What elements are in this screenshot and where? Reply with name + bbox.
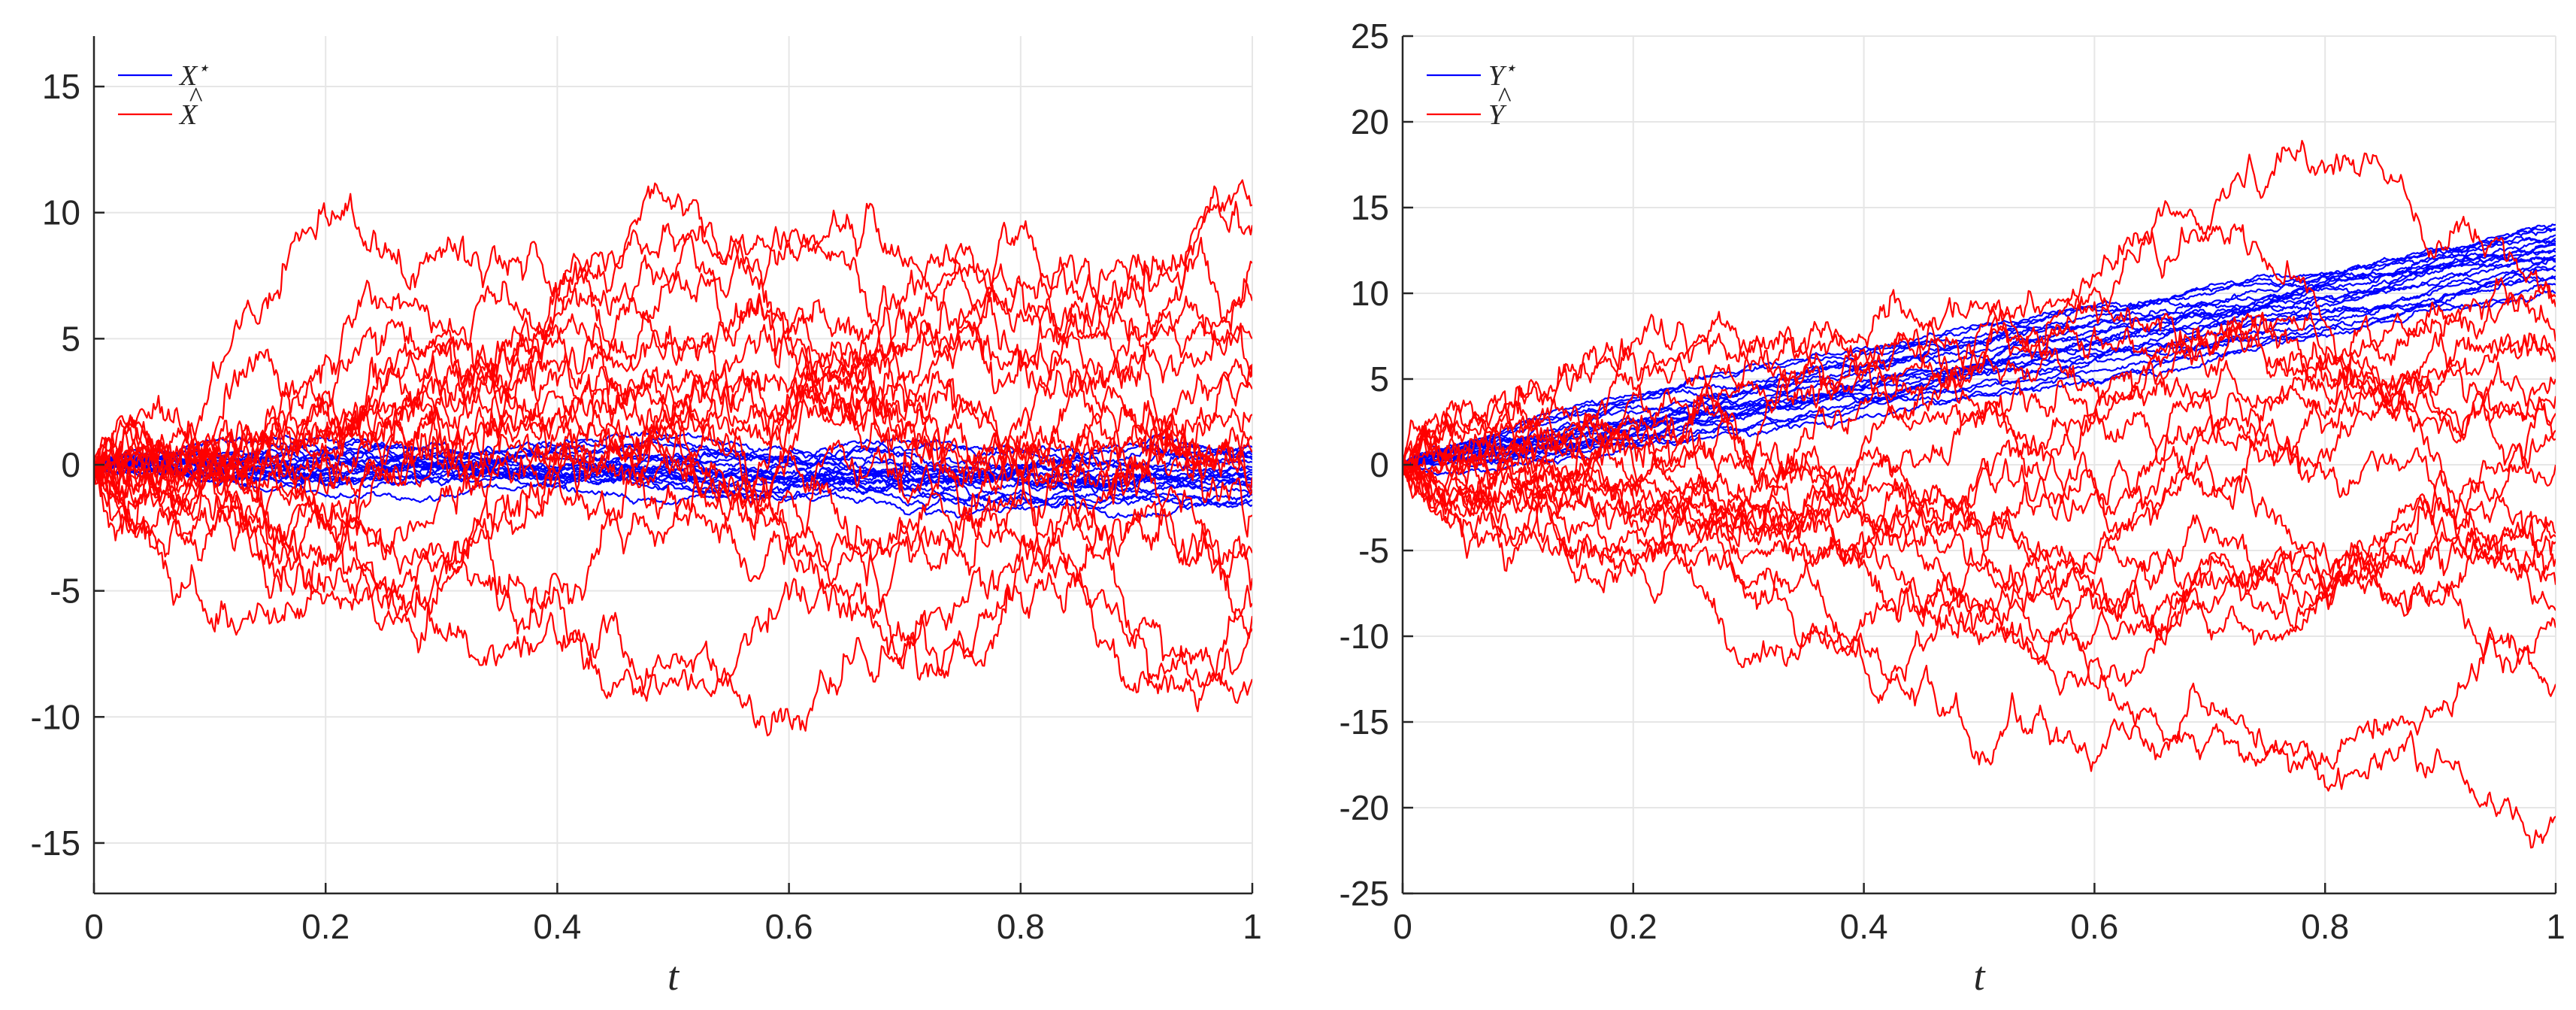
sample-path-line	[94, 437, 1252, 474]
x-axis-title: t	[667, 954, 680, 999]
y-tick-label: 25	[1351, 17, 1389, 56]
x-tick-label: 0	[1393, 907, 1412, 946]
left-chart-panel: 0 0.2 0.4 0.6 0.8 1 -15 -10 -5 0 5 10 15 t X⋆ X^	[31, 36, 1262, 999]
sample-path-line	[94, 236, 1252, 506]
sample-path-line	[1403, 320, 2556, 534]
x-tick-label: 0.6	[2070, 907, 2118, 946]
sample-path-line	[1403, 227, 2556, 466]
sample-path-line	[94, 385, 1252, 560]
sample-path-line	[1403, 407, 2556, 557]
x-tick-label: 0	[84, 907, 104, 946]
sample-path-line	[1403, 310, 2556, 483]
sample-path-line	[94, 223, 1252, 491]
sample-path-line	[1403, 314, 2556, 505]
y-tick-label: 15	[42, 67, 80, 106]
sample-path-line	[1403, 438, 2556, 849]
sample-path-line	[94, 357, 1252, 621]
right-chart-panel: 0 0.2 0.4 0.6 0.8 1 -25 -20 -15 -10 -5 0 5 10 15 20 25 t Y…	[1339, 17, 2565, 999]
sample-path-line	[94, 383, 1252, 635]
legend-hat-accent: ^	[189, 82, 203, 114]
y-tick-label: -10	[31, 697, 80, 736]
y-tick-label: -5	[50, 572, 80, 611]
series-lines	[94, 179, 1252, 737]
sample-path-line	[94, 384, 1252, 712]
sample-path-line	[1403, 140, 2556, 472]
legend: X⋆ X^	[118, 57, 210, 131]
sample-path-line	[1403, 277, 2556, 569]
sample-path-line	[94, 420, 1252, 737]
legend-hat-accent: ^	[1497, 82, 1512, 114]
y-tick-label: 15	[1351, 188, 1389, 227]
x-tick-label: 0.2	[1609, 907, 1657, 946]
x-tick-label: 1	[1243, 907, 1262, 946]
y-tick-label: -15	[31, 823, 80, 863]
series-optimal	[1403, 223, 2556, 476]
y-tick-label: 0	[1370, 445, 1389, 484]
legend: Y⋆ Y^	[1427, 57, 1516, 131]
x-tick-label: 0.2	[301, 907, 350, 946]
sample-path-line	[94, 179, 1252, 484]
series-estimated	[1403, 140, 2556, 849]
y-tick-label: -15	[1339, 702, 1389, 742]
sample-path-line	[1403, 463, 2556, 774]
legend-label: Y	[1488, 99, 1507, 131]
y-tick-label: -5	[1358, 531, 1389, 570]
sample-path-line	[1403, 258, 2556, 466]
legend-label: X⋆	[178, 57, 210, 92]
y-tick-label: -10	[1339, 617, 1389, 656]
series-lines	[1403, 140, 2556, 849]
x-axis-title: t	[1973, 954, 1986, 999]
x-tick-label: 0.8	[2301, 907, 2349, 946]
y-tick-label: 5	[1370, 359, 1389, 399]
y-tick-label: 10	[42, 193, 80, 232]
sample-path-line	[1403, 250, 2556, 466]
legend-label: Y⋆	[1488, 57, 1516, 92]
sample-path-line	[1403, 200, 2556, 514]
x-tick-label: 1	[2546, 907, 2565, 946]
sample-path-line	[1403, 292, 2556, 532]
grid	[1402, 35, 2556, 894]
sample-path-line	[94, 447, 1252, 502]
sample-path-line	[94, 428, 1252, 481]
y-tick-label: -20	[1339, 788, 1389, 827]
y-tick-label: 5	[61, 319, 80, 358]
x-tick-label: 0.4	[533, 907, 581, 946]
y-tick-label: 0	[61, 445, 80, 484]
sample-path-line	[1403, 457, 2556, 638]
y-tick-label: 10	[1351, 274, 1389, 313]
sample-path-line	[94, 464, 1252, 699]
sample-path-line	[94, 323, 1252, 569]
x-tick-label: 0.8	[997, 907, 1045, 946]
sample-path-line	[94, 423, 1252, 704]
x-tick-label: 0.6	[765, 907, 813, 946]
sample-path-line	[94, 448, 1252, 509]
sample-path-line	[94, 193, 1252, 493]
sample-path-line	[1403, 461, 2556, 646]
sample-path-line	[1403, 422, 2556, 618]
y-tick-label: -25	[1339, 874, 1389, 913]
legend-label: X	[178, 99, 198, 131]
series-estimated	[94, 179, 1252, 737]
x-tick-label: 0.4	[1840, 907, 1888, 946]
y-tick-label: 20	[1351, 102, 1389, 141]
sample-path-line	[94, 323, 1252, 654]
